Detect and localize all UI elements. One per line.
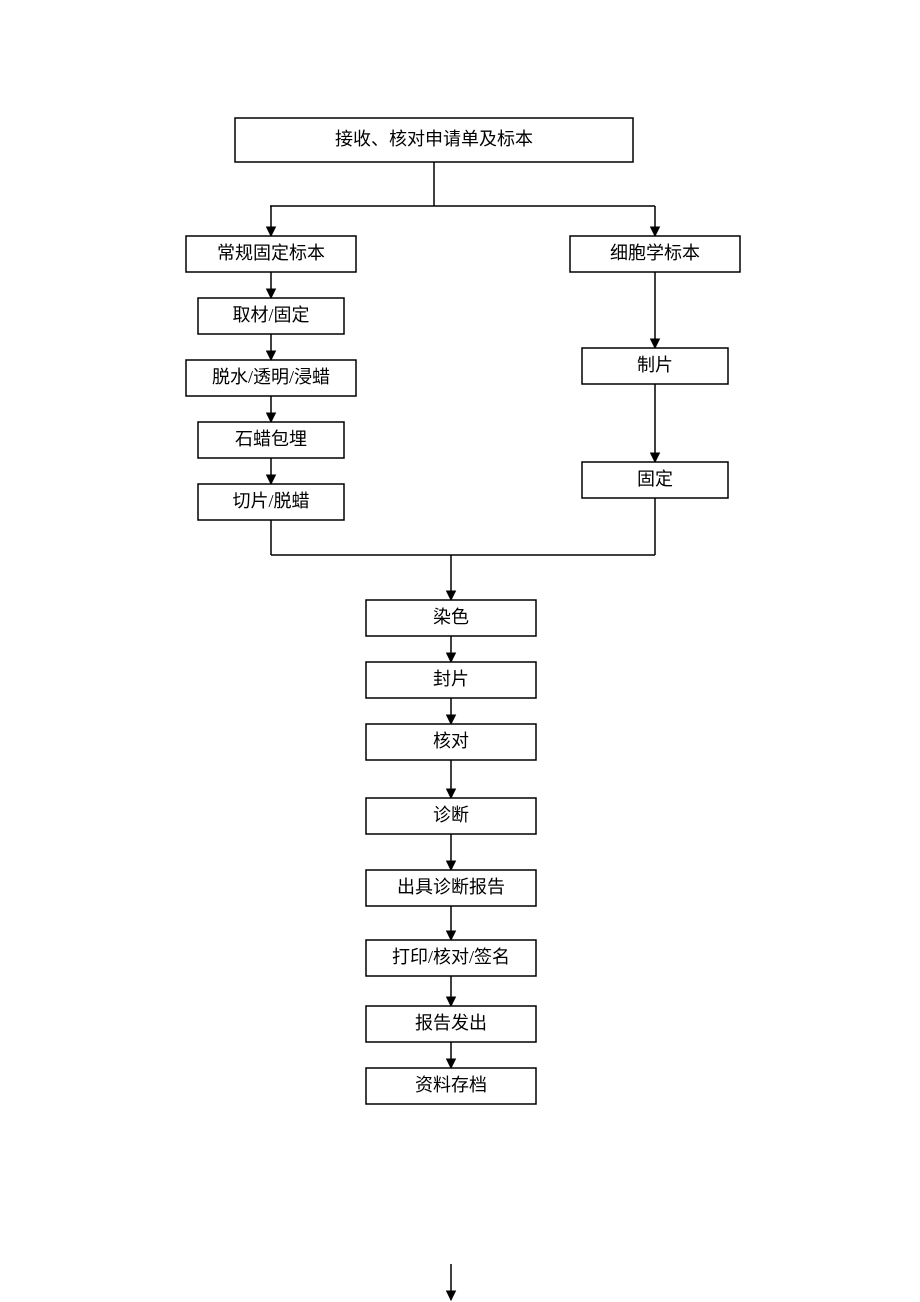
flow-node-m8: 资料存档 [366, 1068, 536, 1104]
flow-node-l4: 石蜡包埋 [198, 422, 344, 458]
flow-node-label: 制片 [637, 355, 673, 375]
flow-node-label: 常规固定标本 [217, 243, 325, 263]
flow-node-r1: 细胞学标本 [570, 236, 740, 272]
flow-node-label: 脱水/透明/浸蜡 [212, 367, 330, 387]
flow-node-label: 报告发出 [415, 1013, 487, 1033]
flow-node-label: 切片/脱蜡 [232, 491, 309, 511]
flow-node-m1: 染色 [366, 600, 536, 636]
flowchart: 接收、核对申请单及标本常规固定标本取材/固定脱水/透明/浸蜡石蜡包埋切片/脱蜡 细… [0, 0, 920, 1302]
flow-node-label: 固定 [637, 469, 673, 489]
flow-node-m4: 诊断 [366, 798, 536, 834]
flow-node-l1: 常规固定标本 [186, 236, 356, 272]
flow-node-l3: 脱水/透明/浸蜡 [186, 360, 356, 396]
flow-node-m5: 出具诊断报告 [366, 870, 536, 906]
flow-node-label: 封片 [433, 669, 469, 689]
flow-node-m7: 报告发出 [366, 1006, 536, 1042]
flow-node-l5: 切片/脱蜡 [198, 484, 344, 520]
flow-node-label: 细胞学标本 [610, 243, 700, 263]
flow-node-label: 石蜡包埋 [235, 429, 307, 449]
flow-node-label: 染色 [433, 607, 469, 627]
flow-node-label: 取材/固定 [232, 305, 309, 325]
flow-node-label: 出具诊断报告 [397, 877, 505, 897]
flow-node-r2: 制片 [582, 348, 728, 384]
flow-node-label: 资料存档 [415, 1075, 487, 1095]
flow-node-m2: 封片 [366, 662, 536, 698]
flow-node-label: 打印/核对/签名 [392, 947, 510, 967]
flow-node-label: 核对 [433, 731, 469, 751]
flow-node-l2: 取材/固定 [198, 298, 344, 334]
flow-node-m3: 核对 [366, 724, 536, 760]
flow-node-n0: 接收、核对申请单及标本 [235, 118, 633, 162]
flow-node-label: 诊断 [433, 805, 469, 825]
flow-node-m6: 打印/核对/签名 [366, 940, 536, 976]
flow-node-r3: 固定 [582, 462, 728, 498]
flow-node-label: 接收、核对申请单及标本 [335, 129, 533, 149]
